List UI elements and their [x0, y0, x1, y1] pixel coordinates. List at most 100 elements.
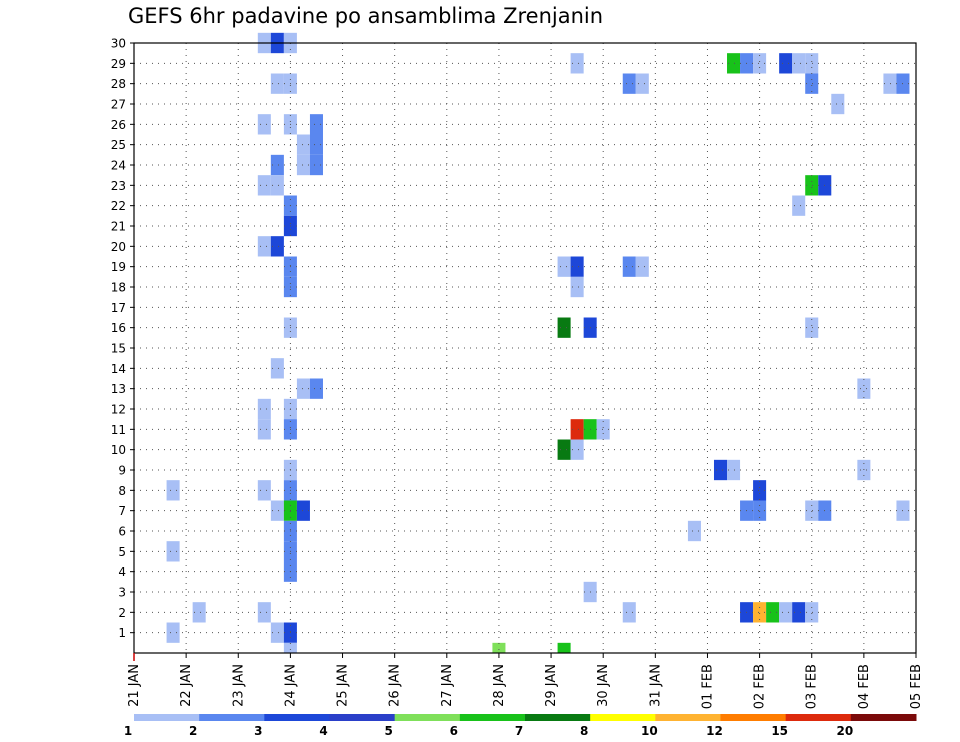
x-tick-label: 31 JAN [648, 664, 663, 707]
legend-swatch [394, 714, 461, 721]
legend-label: 15 [771, 724, 788, 738]
heatmap-cell [753, 480, 767, 501]
heatmap-cell [557, 439, 571, 460]
heatmap-cell [270, 500, 284, 521]
x-tick-label: 25 JAN [336, 664, 351, 707]
x-tick-label: 30 JAN [596, 664, 611, 707]
y-tick-label: 13 [111, 382, 126, 396]
heatmap-cell [192, 602, 206, 623]
heatmap-cell [779, 53, 793, 74]
legend-label: 20 [836, 724, 853, 738]
legend-label: 3 [254, 724, 262, 738]
x-tick-label: 26 JAN [388, 664, 403, 707]
y-tick-label: 25 [111, 138, 126, 152]
heatmap-cell [622, 73, 636, 94]
heatmap-cell [270, 154, 284, 176]
heatmap-cell [792, 53, 806, 74]
heatmap-cell [557, 256, 571, 277]
chart-title: GEFS 6hr padavine po ansamblima Zrenjani… [128, 4, 604, 28]
legend-swatch [590, 714, 656, 721]
x-tick-label: 04 FEB [857, 664, 872, 709]
heatmap-cell [270, 622, 284, 643]
x-tick-label: 23 JAN [231, 664, 246, 707]
legend-label: 6 [450, 724, 458, 738]
y-tick-label: 4 [118, 565, 126, 579]
y-tick-label: 16 [111, 321, 126, 335]
legend-swatch [655, 714, 721, 721]
heatmap-cell [687, 520, 701, 542]
heatmap-cell [857, 378, 871, 399]
heatmap-cell [766, 602, 780, 623]
heatmap-cell [805, 602, 819, 623]
heatmap-cell [296, 134, 310, 155]
heatmap-cell [257, 236, 271, 257]
heatmap-cell [805, 317, 819, 338]
heatmap-cell [570, 439, 584, 460]
heatmap-cell [309, 154, 323, 176]
y-tick-label: 27 [111, 98, 126, 112]
x-tick-label: 22 JAN [179, 664, 194, 707]
y-tick-label: 18 [111, 281, 126, 295]
y-tick-label: 26 [111, 118, 126, 132]
x-tick-label: 24 JAN [283, 664, 298, 707]
x-axis: 21 JAN 22 JAN 23 JAN 24 JAN 25 JAN 26 JAN 27 J… [127, 653, 924, 709]
x-tick-label: 27 JAN [440, 664, 455, 707]
heatmap-cell [831, 93, 845, 115]
y-tick-label: 5 [118, 545, 126, 559]
legend-label: 4 [319, 724, 327, 738]
y-tick-label: 24 [111, 159, 126, 173]
heatmap-cell [805, 175, 819, 196]
y-tick-label: 1 [118, 626, 126, 640]
y-tick-label: 14 [111, 362, 126, 376]
y-tick-label: 20 [111, 240, 126, 254]
grid-layer [134, 42, 916, 653]
heatmap-cell [270, 358, 284, 379]
heatmap-cell [296, 154, 310, 176]
heatmap-cell [166, 541, 180, 562]
legend-swatch [720, 714, 787, 721]
heatmap-cell [753, 500, 767, 521]
x-tick-label: 21 JAN [127, 664, 142, 707]
y-tick-label: 10 [111, 443, 126, 457]
legend-label: 8 [580, 724, 588, 738]
legend-label: 10 [641, 724, 658, 738]
x-tick-label: 03 FEB [805, 664, 820, 709]
heatmap-cell [296, 500, 310, 521]
heatmap-cell [283, 642, 297, 653]
heatmap-cell [727, 459, 741, 481]
heatmap-cell [805, 500, 819, 521]
heatmap-cell [270, 236, 284, 257]
heatmap-cell [805, 53, 819, 74]
y-tick-label: 22 [111, 199, 126, 213]
heatmap-cell [596, 419, 610, 440]
heatmap-cell [753, 53, 767, 74]
y-tick-label: 17 [111, 301, 126, 315]
heatmap-cell [270, 73, 284, 94]
legend-swatch [525, 714, 591, 721]
heatmap-cell [792, 195, 806, 216]
y-tick-label: 28 [111, 77, 126, 91]
heatmap-cell [166, 622, 180, 643]
legend-swatch [329, 714, 396, 721]
y-tick-label: 19 [111, 260, 126, 274]
heatmap-cell [257, 398, 271, 420]
heatmap-cell [805, 73, 819, 94]
heatmap-cell [166, 480, 180, 501]
legend-swatch [785, 714, 852, 721]
heatmap-cell [570, 276, 584, 298]
heatmap-cell [492, 642, 506, 653]
heatmap-cell [270, 175, 284, 196]
legend-label: 2 [189, 724, 197, 738]
x-tick-label: 29 JAN [544, 664, 559, 707]
y-tick-label: 8 [118, 484, 126, 498]
legend-swatch [459, 714, 526, 721]
y-tick-label: 9 [118, 464, 126, 478]
y-tick-label: 15 [111, 342, 126, 356]
heatmap-cell [309, 378, 323, 399]
heatmap-cell [309, 114, 323, 135]
y-axis: 1234567891011121314151617181920212223242… [111, 37, 134, 640]
legend-swatch [850, 714, 917, 721]
legend-label: 7 [515, 724, 523, 738]
heatmap-cell [257, 480, 271, 501]
heatmap-cell [309, 134, 323, 155]
